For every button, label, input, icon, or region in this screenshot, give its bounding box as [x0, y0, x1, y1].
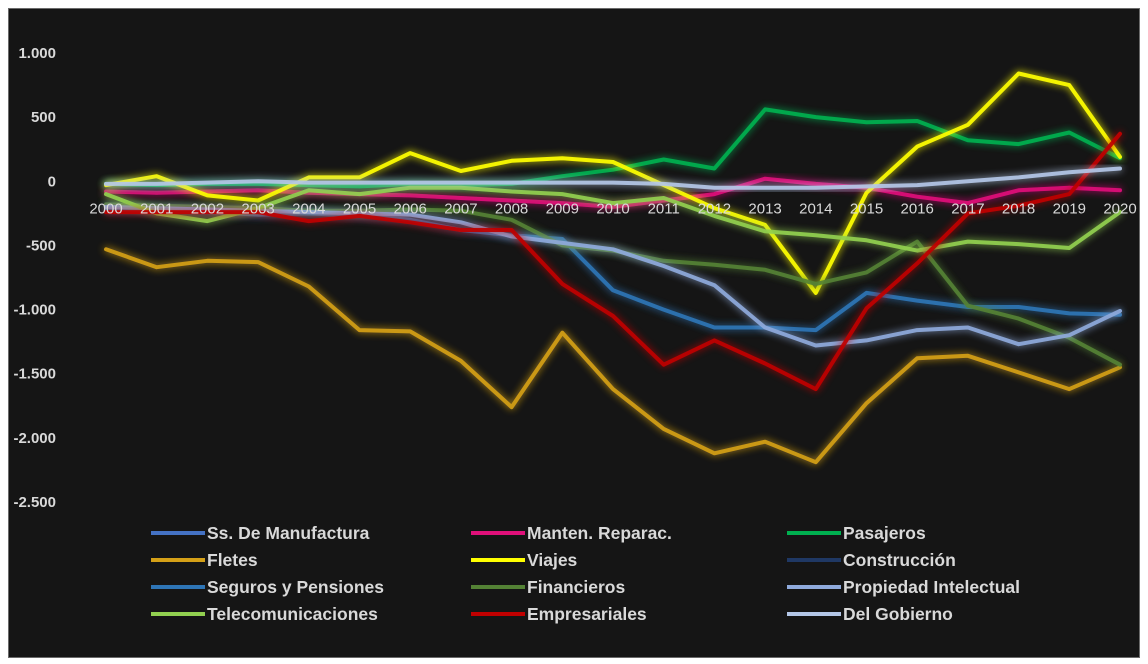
y-tick-label: -2.000 [13, 430, 56, 447]
x-tick-label: 2014 [799, 200, 832, 217]
legend-item: Manten. Reparac. [471, 523, 672, 543]
y-tick-label: 0 [48, 173, 56, 190]
x-tick-label: 2012 [698, 200, 731, 217]
legend-item: Construcción [787, 550, 956, 570]
series-line-pasajeros [104, 107, 1122, 189]
legend-label: Ss. De Manufactura [207, 523, 370, 543]
legend-item: Empresariales [471, 604, 647, 624]
y-tick-label: -500 [26, 237, 56, 254]
legend-label: Propiedad Intelectual [843, 577, 1020, 597]
legend-label: Manten. Reparac. [527, 523, 672, 543]
line-chart: 1.000 500 0 -500 -1.000 -1.500 -2.000 -2.500 20… [13, 45, 1136, 624]
series-line-fletes [104, 247, 1122, 465]
series-line-financieros [104, 202, 1122, 367]
x-tick-label: 2005 [343, 200, 376, 217]
series-line-viajes [104, 71, 1122, 295]
legend-item: Del Gobierno [787, 604, 953, 624]
x-tick-label: 2006 [394, 200, 427, 217]
y-tick-label: -1.500 [13, 366, 56, 383]
x-tick-label: 2020 [1103, 200, 1136, 217]
legend: Ss. De Manufactura Manten. Reparac. Pasaje… [151, 523, 1020, 624]
legend-label: Empresariales [527, 604, 647, 624]
x-axis-ticks: 2000 2001 2002 2003 2004 2005 2006 2007 2008 2009… [89, 200, 1136, 217]
legend-item: Fletes [151, 550, 258, 570]
legend-item: Financieros [471, 577, 625, 597]
y-tick-label: -2.500 [13, 494, 56, 511]
series-lines [104, 71, 1122, 465]
legend-label: Del Gobierno [843, 604, 953, 624]
legend-item: Telecomunicaciones [151, 604, 378, 624]
series-line-propiedad-intelectual [104, 204, 1122, 348]
legend-label: Viajes [527, 550, 578, 570]
legend-label: Pasajeros [843, 523, 926, 543]
legend-label: Telecomunicaciones [207, 604, 378, 624]
x-tick-label: 2004 [292, 200, 325, 217]
legend-label: Fletes [207, 550, 258, 570]
x-tick-label: 2003 [241, 200, 274, 217]
x-tick-label: 2011 [648, 200, 680, 217]
legend-item: Pasajeros [787, 523, 926, 543]
x-tick-label: 2010 [596, 200, 629, 217]
series-line-seguros-y-pensiones [104, 207, 1122, 333]
y-axis-ticks: 1.000 500 0 -500 -1.000 -1.500 -2.000 -2.500 [13, 45, 56, 511]
y-tick-label: -1.000 [13, 302, 56, 319]
legend-item: Ss. De Manufactura [151, 523, 370, 543]
legend-item: Seguros y Pensiones [151, 577, 384, 597]
y-tick-label: 1.000 [18, 45, 56, 62]
legend-label: Financieros [527, 577, 625, 597]
legend-item: Propiedad Intelectual [787, 577, 1020, 597]
x-tick-label: 2013 [748, 200, 781, 217]
x-tick-label: 2017 [951, 200, 984, 217]
x-tick-label: 2016 [901, 200, 934, 217]
y-tick-label: 500 [31, 109, 56, 126]
x-tick-label: 2001 [140, 200, 173, 217]
x-tick-label: 2000 [89, 200, 122, 217]
series-line-empresariales [104, 131, 1122, 392]
x-tick-label: 2015 [850, 200, 883, 217]
x-tick-label: 2018 [1002, 200, 1035, 217]
x-tick-label: 2009 [546, 200, 579, 217]
series-line-del-gobierno [104, 166, 1122, 190]
legend-item: Viajes [471, 550, 578, 570]
series-line-telecomunicaciones [104, 185, 1122, 253]
legend-label: Construcción [843, 550, 956, 570]
chart-frame: 1.000 500 0 -500 -1.000 -1.500 -2.000 -2.500 20… [8, 8, 1140, 658]
x-tick-label: 2007 [444, 200, 477, 217]
x-tick-label: 2008 [495, 200, 528, 217]
x-tick-label: 2002 [191, 200, 224, 217]
legend-label: Seguros y Pensiones [207, 577, 384, 597]
x-tick-label: 2019 [1053, 200, 1086, 217]
